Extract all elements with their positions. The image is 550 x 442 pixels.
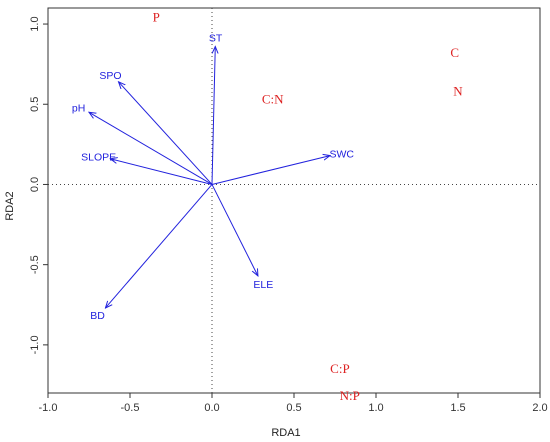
x-tick-label: -0.5 — [121, 402, 140, 414]
vector-arrow-swc — [211, 156, 330, 185]
x-tick-label: 1.0 — [368, 402, 383, 414]
x-tick-label: 0.5 — [286, 402, 301, 414]
response-label-n: N — [453, 83, 463, 98]
vector-label-ph: pH — [72, 103, 85, 115]
y-tick-label: 0.0 — [29, 177, 41, 192]
x-tick-label: 1.5 — [450, 402, 465, 414]
vector-label-swc: SWC — [329, 148, 354, 160]
x-tick-label: 2.0 — [532, 402, 547, 414]
vector-arrow-ele — [211, 184, 258, 275]
x-axis-title: RDA1 — [271, 427, 300, 439]
x-tick-label: -1.0 — [39, 402, 58, 414]
response-label-p: P — [153, 10, 160, 25]
vector-label-bd: BD — [90, 310, 105, 322]
response-label-c: C — [450, 45, 459, 60]
response-label-n-p: N:P — [340, 388, 360, 403]
vector-arrow-ph — [89, 112, 213, 185]
vector-label-ele: ELE — [253, 279, 273, 291]
y-axis-title: RDA2 — [4, 191, 16, 220]
x-tick-label: 0.0 — [204, 402, 219, 414]
vector-label-spo: SPO — [99, 70, 121, 82]
y-tick-label: -0.5 — [29, 255, 41, 274]
y-tick-label: 1.0 — [29, 16, 41, 31]
y-tick-label: -1.0 — [29, 335, 41, 354]
vector-arrow-slope — [110, 159, 213, 185]
vector-label-slope: SLOPE — [81, 152, 116, 164]
y-tick-label: 0.5 — [29, 97, 41, 112]
response-label-c-n: C:N — [262, 91, 284, 106]
vector-arrow-spo — [119, 82, 213, 185]
vector-arrow-st — [211, 47, 215, 185]
response-label-c-p: C:P — [330, 361, 350, 376]
plot-frame — [47, 7, 541, 394]
vector-arrow-bd — [105, 184, 213, 308]
vector-label-st: ST — [209, 33, 223, 45]
